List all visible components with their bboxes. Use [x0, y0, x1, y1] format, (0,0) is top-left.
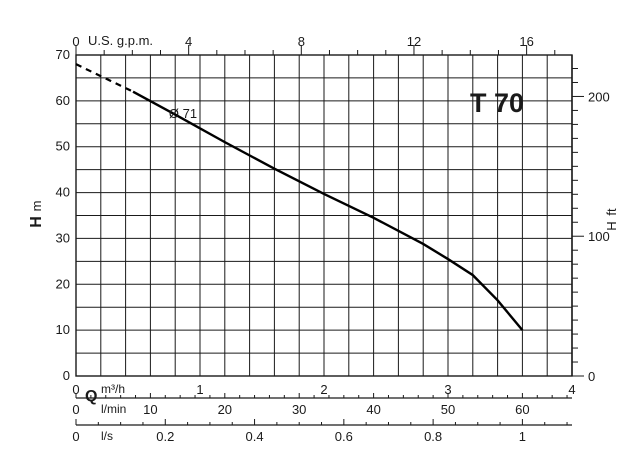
x-lmin-tick-label: 0	[72, 402, 79, 417]
performance-curve	[75, 63, 524, 331]
x-ls-tick-label: 0.8	[424, 429, 442, 444]
x-ls-tick-label: 1	[519, 429, 526, 444]
x-lmin-tick-label: 40	[366, 402, 380, 417]
chart-title: T 70	[470, 88, 524, 118]
x-top-tick-label: 8	[298, 34, 305, 49]
y-left-tick-label: 60	[56, 93, 70, 108]
y-left-tick-label: 30	[56, 230, 70, 245]
y-left-tick-label: 10	[56, 322, 70, 337]
x-m3h-tick-label: 3	[444, 382, 451, 397]
x-m3h-tick-label: 2	[320, 382, 327, 397]
y-left-tick-label: 0	[63, 368, 70, 383]
y-left-label-unit: m	[29, 201, 44, 212]
y-left-tick-label: 70	[56, 47, 70, 62]
y-right-tick-label: 0	[588, 369, 595, 384]
x-lmin-tick-label: 30	[292, 402, 306, 417]
y-right-label-unit: ft	[604, 208, 619, 216]
x-ls-tick-label: 0	[72, 429, 79, 444]
y-left-tick-label: 50	[56, 139, 70, 154]
x-m3h-tick-label: 1	[196, 382, 203, 397]
y-right-tick-label: 200	[588, 89, 610, 104]
x-top-label: U.S. g.p.m.	[88, 33, 153, 48]
y-left-tick-label: 20	[56, 276, 70, 291]
x-lmin-tick-label: 10	[143, 402, 157, 417]
y-left-label-main: H	[28, 216, 45, 228]
x-ls-tick-label: 0.4	[246, 429, 264, 444]
x-top-tick-label: 16	[519, 34, 533, 49]
x-top-tick-label: 0	[72, 34, 79, 49]
x-ls-label: l/s	[101, 429, 113, 443]
curve-label: Ø 71	[169, 106, 197, 121]
x-lmin-tick-label: 50	[441, 402, 455, 417]
x-top-tick-label: 4	[185, 34, 192, 49]
x-lmin-tick-label: 60	[515, 402, 529, 417]
x-lmin-label: l/min	[101, 402, 126, 416]
x-m3h-tick-label: 4	[568, 382, 575, 397]
y-right-label-main: H	[604, 221, 619, 230]
y-left-tick-label: 40	[56, 185, 70, 200]
x-top-tick-label: 12	[407, 34, 421, 49]
x-m3h-tick-label: 0	[72, 382, 79, 397]
x-lmin-tick-label: 20	[218, 402, 232, 417]
grid	[76, 55, 572, 376]
y-right-tick-label: 100	[588, 229, 610, 244]
x-ls-tick-label: 0.2	[156, 429, 174, 444]
x-m3h-label: m³/h	[101, 382, 125, 396]
x-q-label-main: Q	[85, 388, 97, 405]
x-ls-tick-label: 0.6	[335, 429, 353, 444]
curve-line	[132, 90, 524, 331]
